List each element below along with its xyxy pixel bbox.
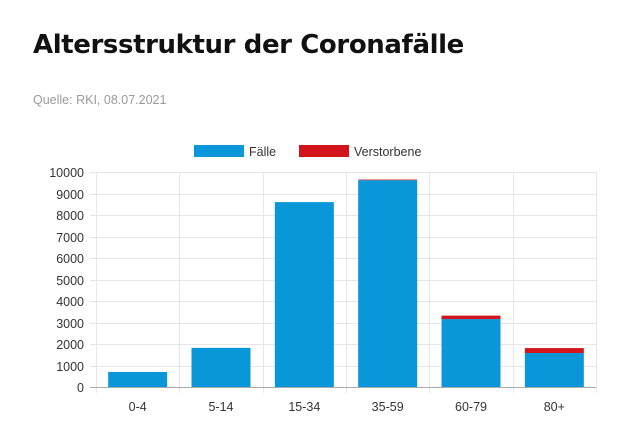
bar-faelle[interactable] <box>358 180 418 387</box>
legend-label-faelle: Fälle <box>249 145 276 159</box>
bars <box>108 179 584 387</box>
legend-swatch-faelle[interactable] <box>194 145 244 157</box>
y-tick-label: 10000 <box>49 166 84 180</box>
bar-verstorbene[interactable] <box>358 179 418 181</box>
chart-source: Quelle: RKI, 08.07.2021 <box>33 93 167 107</box>
chart-title: Altersstruktur der Coronafälle <box>33 30 464 60</box>
y-tick-label: 7000 <box>56 231 84 245</box>
y-tick-label: 4000 <box>56 295 84 309</box>
x-axis: 0-4 5-14 15-34 35-59 60-79 80+ <box>90 387 596 414</box>
legend-label-verstorbene: Verstorbene <box>354 145 421 159</box>
y-tick-label: 8000 <box>56 209 84 223</box>
y-tick-label: 6000 <box>56 252 84 266</box>
bar-verstorbene[interactable] <box>441 315 501 320</box>
bar-verstorbene[interactable] <box>524 348 584 354</box>
y-axis: 0 1000 2000 3000 4000 5000 6000 7000 8000 9000 100… <box>49 166 84 395</box>
bar-faelle[interactable] <box>108 371 168 387</box>
x-tick-label: 35-59 <box>372 400 404 414</box>
y-tick-label: 0 <box>77 381 84 395</box>
legend-swatch-verstorbene[interactable] <box>299 145 349 157</box>
bar-faelle[interactable] <box>274 202 334 387</box>
legend: Fälle Verstorbene <box>194 145 421 159</box>
x-tick-label: 5-14 <box>208 400 233 414</box>
bar-faelle[interactable] <box>191 347 251 387</box>
x-tick-label: 80+ <box>544 400 565 414</box>
y-tick-label: 1000 <box>56 360 84 374</box>
y-tick-label: 5000 <box>56 274 84 288</box>
grid <box>90 172 597 393</box>
y-tick-label: 2000 <box>56 338 84 352</box>
bar-faelle[interactable] <box>441 319 501 387</box>
y-tick-label: 9000 <box>56 188 84 202</box>
y-tick-label: 3000 <box>56 317 84 331</box>
x-tick-label: 60-79 <box>455 400 487 414</box>
x-tick-label: 0-4 <box>129 400 147 414</box>
x-tick-label: 15-34 <box>288 400 320 414</box>
bar-faelle[interactable] <box>524 353 584 387</box>
